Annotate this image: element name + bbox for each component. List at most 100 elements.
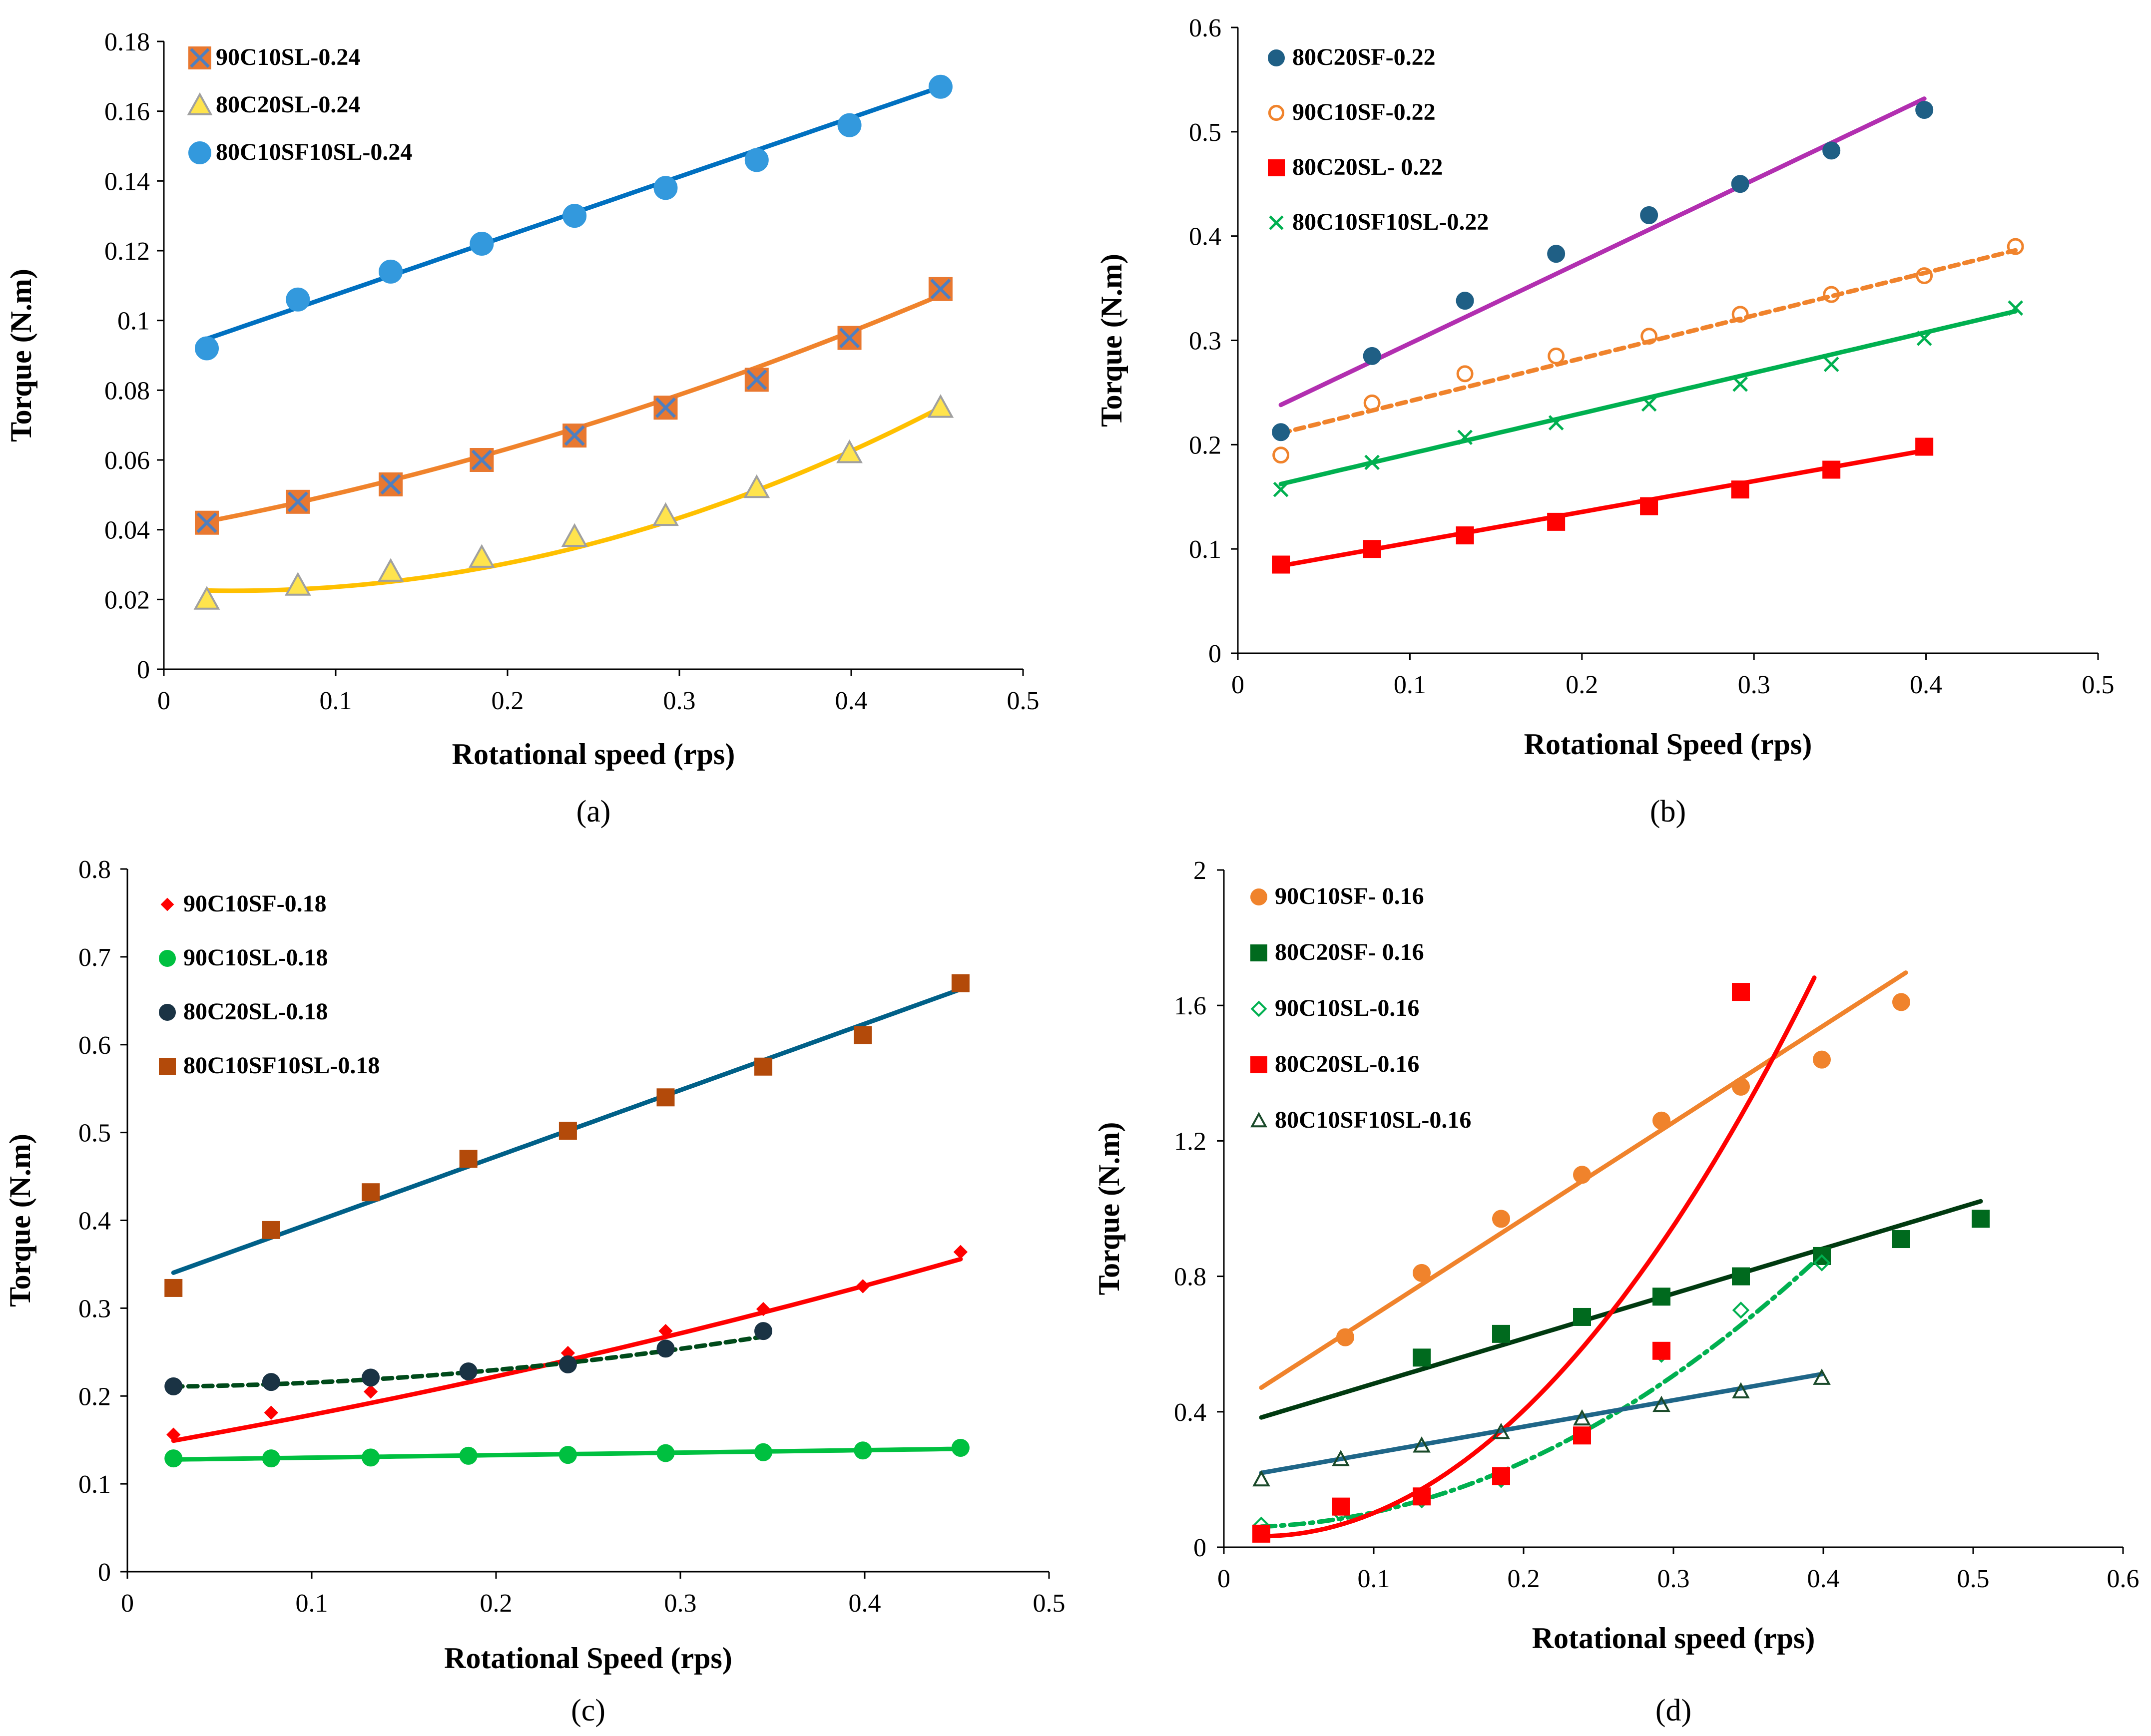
data-point [837, 326, 862, 350]
data-point [1363, 394, 1381, 412]
data-point [1547, 512, 1566, 531]
data-point [928, 74, 953, 99]
data-point [1915, 100, 1934, 119]
data-point [470, 232, 494, 256]
data-point [1456, 526, 1474, 545]
legend-label: 90C10SF-0.22 [1292, 99, 1436, 125]
data-point [164, 1449, 183, 1468]
data-point [1273, 481, 1289, 497]
data-point [1915, 437, 1934, 456]
data-point [262, 1449, 280, 1468]
x-tick-label: 0.2 [1508, 1565, 1540, 1593]
data-point [1892, 993, 1910, 1011]
y-tick-label: 0.02 [104, 586, 150, 614]
data-point [166, 1427, 181, 1442]
x-tick-label: 0.1 [296, 1589, 328, 1618]
data-point [562, 204, 587, 228]
data-point [1363, 540, 1381, 558]
data-point [286, 287, 310, 312]
data-point [743, 474, 770, 498]
data-point [362, 1448, 380, 1467]
trendline-3 [1278, 309, 2018, 486]
panel-label: (c) [571, 1694, 605, 1728]
x-tick-label: 0 [1217, 1565, 1230, 1593]
y-tick-label: 0 [137, 656, 150, 684]
y-tick-label: 0.8 [78, 856, 111, 884]
x-axis-title: Rotational speed (rps) [452, 738, 735, 771]
y-axis-title: Torque (N.m) [1095, 254, 1128, 427]
legend-label: 80C20SL-0.24 [216, 91, 360, 118]
data-point [1364, 454, 1380, 470]
data-point [1492, 1210, 1510, 1228]
legend-marker [159, 1058, 176, 1075]
data-point [1731, 175, 1749, 193]
data-point [1573, 1307, 1591, 1326]
y-tick-label: 0.1 [1189, 535, 1221, 564]
data-point [470, 448, 494, 472]
data-point [652, 502, 679, 526]
data-point [558, 1122, 577, 1140]
x-tick-label: 0.2 [1566, 671, 1598, 699]
trendline-1 [204, 405, 943, 593]
data-point [854, 1441, 872, 1460]
data-point [2008, 300, 2024, 316]
y-tick-label: 0.12 [104, 237, 150, 266]
y-tick-label: 0 [1208, 640, 1221, 668]
data-point [1916, 267, 1933, 284]
data-point [1456, 365, 1474, 383]
data-point [656, 1444, 675, 1462]
legend-marker [159, 950, 176, 967]
data-point [363, 1384, 378, 1399]
trendline-1 [1278, 248, 2018, 435]
data-point [362, 1183, 380, 1202]
x-tick-label: 0.3 [1738, 671, 1770, 699]
legend-label: 80C10SF10SL-0.16 [1275, 1107, 1471, 1133]
data-point [362, 1368, 380, 1387]
x-tick-label: 0.3 [1657, 1565, 1690, 1593]
data-point [1363, 347, 1381, 365]
data-point [1823, 357, 1839, 372]
data-point [1652, 1341, 1670, 1360]
y-tick-label: 0.18 [104, 28, 150, 56]
data-point [558, 1446, 577, 1464]
x-tick-label: 0.2 [492, 687, 524, 715]
data-point [377, 558, 404, 582]
x-tick-label: 0.5 [2082, 671, 2115, 699]
data-point [264, 1405, 278, 1420]
data-point [754, 1443, 773, 1461]
chart-b: 0 0.1 0.2 0.3 0.4 0.5 0.6 0 0.1 0.2 0.3 0.4 0.5 Rotat… [1095, 14, 2115, 829]
data-point [262, 1221, 280, 1239]
data-point [195, 510, 219, 535]
data-point [558, 1355, 577, 1373]
legend-label: 90C10SL-0.16 [1275, 995, 1419, 1021]
x-axis-title: Rotational Speed (rps) [1524, 728, 1812, 761]
data-point [1413, 1348, 1431, 1367]
data-point [1272, 446, 1290, 464]
legend-marker [1250, 1000, 1267, 1017]
x-tick-label: 0.3 [664, 1589, 697, 1618]
data-point [1492, 1467, 1510, 1485]
legend-label: 90C10SF-0.18 [183, 890, 327, 917]
data-point [459, 1150, 478, 1168]
legend-marker [1268, 104, 1285, 121]
data-point [1336, 1328, 1354, 1346]
legend-marker [159, 1004, 176, 1021]
y-tick-label: 0.08 [104, 377, 150, 405]
legend-marker [1250, 1056, 1267, 1073]
data-point [286, 489, 310, 514]
x-tick-label: 0.4 [1910, 671, 1942, 699]
y-axis-title: Torque (N.m) [4, 269, 37, 442]
data-point [656, 1088, 675, 1107]
chart-a: 0 0.02 0.04 0.06 0.08 0.1 0.12 0.14 0.16 0.18 0 0.1… [4, 28, 1040, 829]
legend-label: 80C10SF10SL-0.22 [1292, 209, 1489, 235]
trendline-3 [1259, 975, 1817, 1539]
data-point [164, 1279, 183, 1297]
legend-marker [1269, 215, 1284, 230]
data-point [928, 277, 953, 301]
y-tick-label: 0.14 [104, 167, 150, 196]
data-point [195, 336, 219, 361]
trendline-4 [1259, 1371, 1824, 1475]
data-point [284, 572, 311, 596]
y-tick-label: 0.2 [78, 1382, 111, 1411]
